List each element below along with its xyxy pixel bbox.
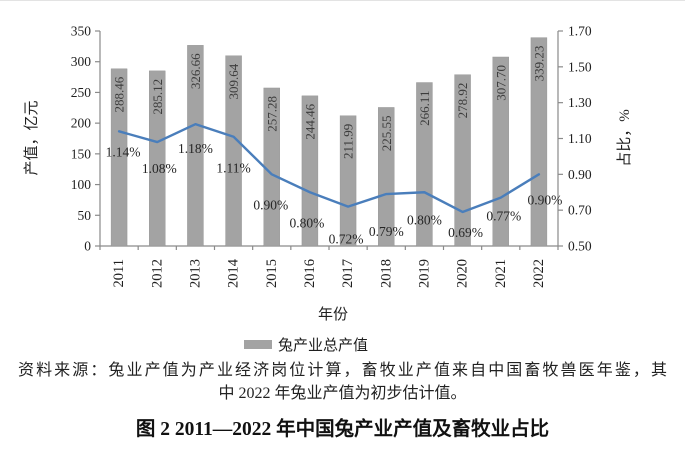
source-note: 资料来源：兔业产值为产业经济岗位计算，畜牧业产值来自中国畜牧兽医年鉴，其 中 2… <box>0 357 685 405</box>
left-axis-tick-label: 350 <box>71 24 92 39</box>
source-note-line1: 资料来源：兔业产值为产业经济岗位计算，畜牧业产值来自中国畜牧兽医年鉴，其 <box>18 362 667 379</box>
bar-2016 <box>301 95 319 247</box>
left-axis-tick-label: 300 <box>71 54 92 69</box>
bar-2019 <box>416 82 433 247</box>
bar-2013 <box>187 45 204 247</box>
right-axis-tick-label: 1.50 <box>568 59 592 74</box>
right-axis-tick-label: 1.30 <box>568 95 592 110</box>
left-axis-tick-label: 50 <box>78 208 92 223</box>
pct-label-2019: 0.80% <box>407 212 442 227</box>
figure-container: 0 50 100 150 200 250 300 350 0.50 0.70 0.90 1.10 1.3… <box>0 1 685 441</box>
bar-value-label-2022: 339.23 <box>531 46 546 82</box>
x-tick-label-2021: 2021 <box>493 259 509 288</box>
bar-value-label-2021: 307.70 <box>493 65 508 101</box>
share-line <box>117 122 541 214</box>
bar-2022 <box>530 37 548 247</box>
legend-swatch <box>244 340 272 349</box>
right-axis-tick-label: 1.70 <box>568 24 592 39</box>
bar-value-label-2013: 326.66 <box>188 53 203 89</box>
bar-2011 <box>110 68 128 247</box>
bar-value-label-2012: 285.12 <box>150 79 165 115</box>
left-axis-tick-label: 150 <box>71 146 92 161</box>
legend-label: 兔产业总产值 <box>278 337 368 354</box>
bar-2014 <box>225 55 242 247</box>
pct-label-2015: 0.90% <box>253 197 288 212</box>
bar-value-label-2017: 211.99 <box>341 124 356 159</box>
left-axis-tick-label: 100 <box>71 177 92 192</box>
pct-label-2012: 1.08% <box>142 161 177 176</box>
left-axis-title: 产值，亿元 <box>23 100 40 175</box>
pct-label-2022: 0.90% <box>527 192 562 207</box>
right-axis-title: 占比，% <box>616 109 633 167</box>
right-axis-tick-label: 0.70 <box>568 203 592 218</box>
bar-value-label-2011: 288.46 <box>112 76 127 112</box>
left-axis-tick-label: 200 <box>71 116 92 131</box>
x-tick-label-2014: 2014 <box>226 258 242 288</box>
left-axis-tick-label: 0 <box>84 239 91 254</box>
x-tick-label-2018: 2018 <box>378 259 394 288</box>
bar-2020 <box>454 74 471 247</box>
pct-label-2021: 0.77% <box>486 209 521 224</box>
x-tick-label-2020: 2020 <box>455 259 471 288</box>
pct-label-2013: 1.18% <box>178 141 213 156</box>
x-tick-label-2019: 2019 <box>416 259 432 288</box>
left-axis-tick-label: 250 <box>71 85 92 100</box>
right-axis-tick-label: 1.10 <box>568 131 592 146</box>
x-tick-label-2017: 2017 <box>340 259 356 288</box>
bar-value-label-2016: 244.46 <box>302 103 317 139</box>
pct-label-2020: 0.69% <box>448 225 483 240</box>
right-axis-tick-label: 0.90 <box>568 167 592 182</box>
pct-label-2017: 0.72% <box>329 232 364 247</box>
pct-label-2016: 0.80% <box>289 215 324 230</box>
source-note-line2: 中 2022 年兔业产值为初步估计值。 <box>218 385 467 402</box>
x-tick-label-2012: 2012 <box>149 259 165 288</box>
bar-value-label-2019: 266.11 <box>417 91 432 126</box>
pct-label-2011: 1.14% <box>106 144 141 159</box>
combo-chart: 0 50 100 150 200 250 300 350 0.50 0.70 0.90 1.10 1.3… <box>23 24 633 355</box>
pct-label-2014: 1.11% <box>216 161 250 176</box>
x-axis-title: 年份 <box>318 306 348 323</box>
bar-value-label-2015: 257.28 <box>264 96 279 132</box>
bar-value-label-2020: 278.92 <box>455 83 470 119</box>
bar-value-label-2014: 309.64 <box>226 63 241 99</box>
bar-2017 <box>339 115 357 247</box>
bar-2018 <box>378 107 395 247</box>
bar-value-label-2018: 225.55 <box>379 115 394 151</box>
figure-caption: 图 2 2011—2022 年中国兔产业产值及畜牧业占比 <box>135 419 550 440</box>
pct-label-2018: 0.79% <box>369 224 404 239</box>
x-tick-label-2015: 2015 <box>264 259 280 288</box>
bar-2012 <box>149 70 166 247</box>
x-tick-label-2011: 2011 <box>111 259 127 287</box>
x-tick-label-2016: 2016 <box>302 259 318 288</box>
right-axis-tick-label: 0.50 <box>568 239 592 254</box>
x-tick-label-2022: 2022 <box>531 259 547 288</box>
x-tick-label-2013: 2013 <box>187 259 203 288</box>
